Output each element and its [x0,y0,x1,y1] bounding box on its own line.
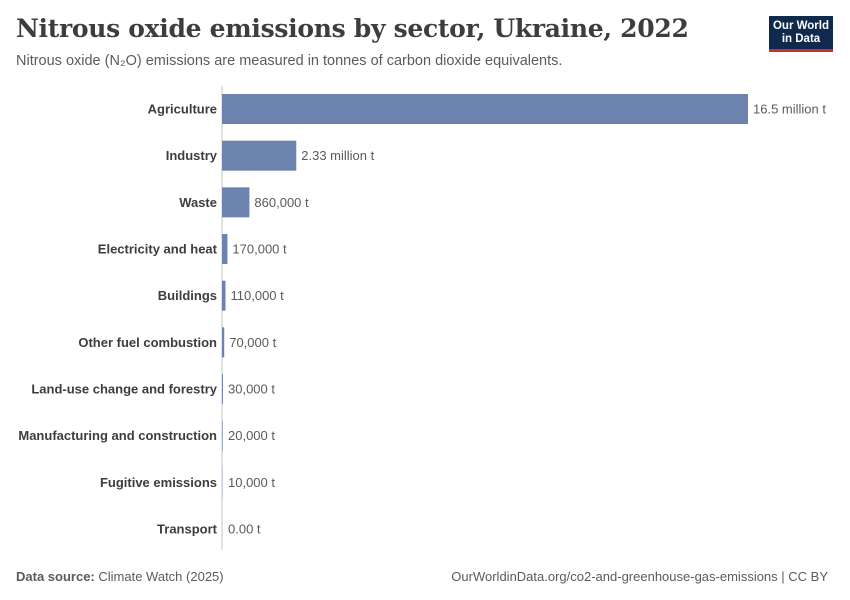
data-source: Data source: Climate Watch (2025) [16,569,224,584]
bar[interactable] [222,420,223,451]
category-label: Other fuel combustion [78,335,217,350]
value-label: 10,000 t [228,475,275,490]
category-label: Land-use change and forestry [31,382,217,397]
bar[interactable] [222,374,223,405]
value-label: 170,000 t [232,242,287,257]
category-label: Waste [179,195,217,210]
bar[interactable] [222,187,250,218]
value-label: 2.33 million t [301,148,374,163]
value-label: 110,000 t [231,288,285,303]
category-label: Fugitive emissions [100,475,217,490]
value-label: 20,000 t [228,428,275,443]
chart-title: Nitrous oxide emissions by sector, Ukrai… [16,14,689,43]
value-label: 0.00 t [228,522,261,537]
category-label: Electricity and heat [98,242,218,257]
logo-line-2: in Data [781,33,821,45]
value-label: 70,000 t [229,335,276,350]
category-label: Manufacturing and construction [18,428,217,443]
logo-line-1: Our World [772,20,829,32]
value-label: 30,000 t [228,382,275,397]
category-label: Buildings [158,288,217,303]
bar[interactable] [222,94,748,124]
owid-logo[interactable]: Our World in Data [769,16,833,52]
data-source-label: Data source: [16,569,95,584]
category-label: Agriculture [148,102,217,117]
data-source-value[interactable]: Climate Watch (2025) [98,569,224,584]
bar[interactable] [222,280,226,311]
bar[interactable] [222,140,297,171]
source-url[interactable]: OurWorldinData.org/co2-and-greenhouse-ga… [451,569,828,584]
category-label: Industry [166,148,218,163]
value-label: 16.5 million t [753,102,826,117]
bar[interactable] [222,234,228,265]
chart-subtitle: Nitrous oxide (N₂O) emissions are measur… [16,53,563,69]
value-label: 860,000 t [254,195,309,210]
bar-chart: Agriculture 16.5 million t Industry 2.33 mi… [18,86,826,550]
category-label: Transport [157,522,218,537]
bar[interactable] [222,327,225,358]
